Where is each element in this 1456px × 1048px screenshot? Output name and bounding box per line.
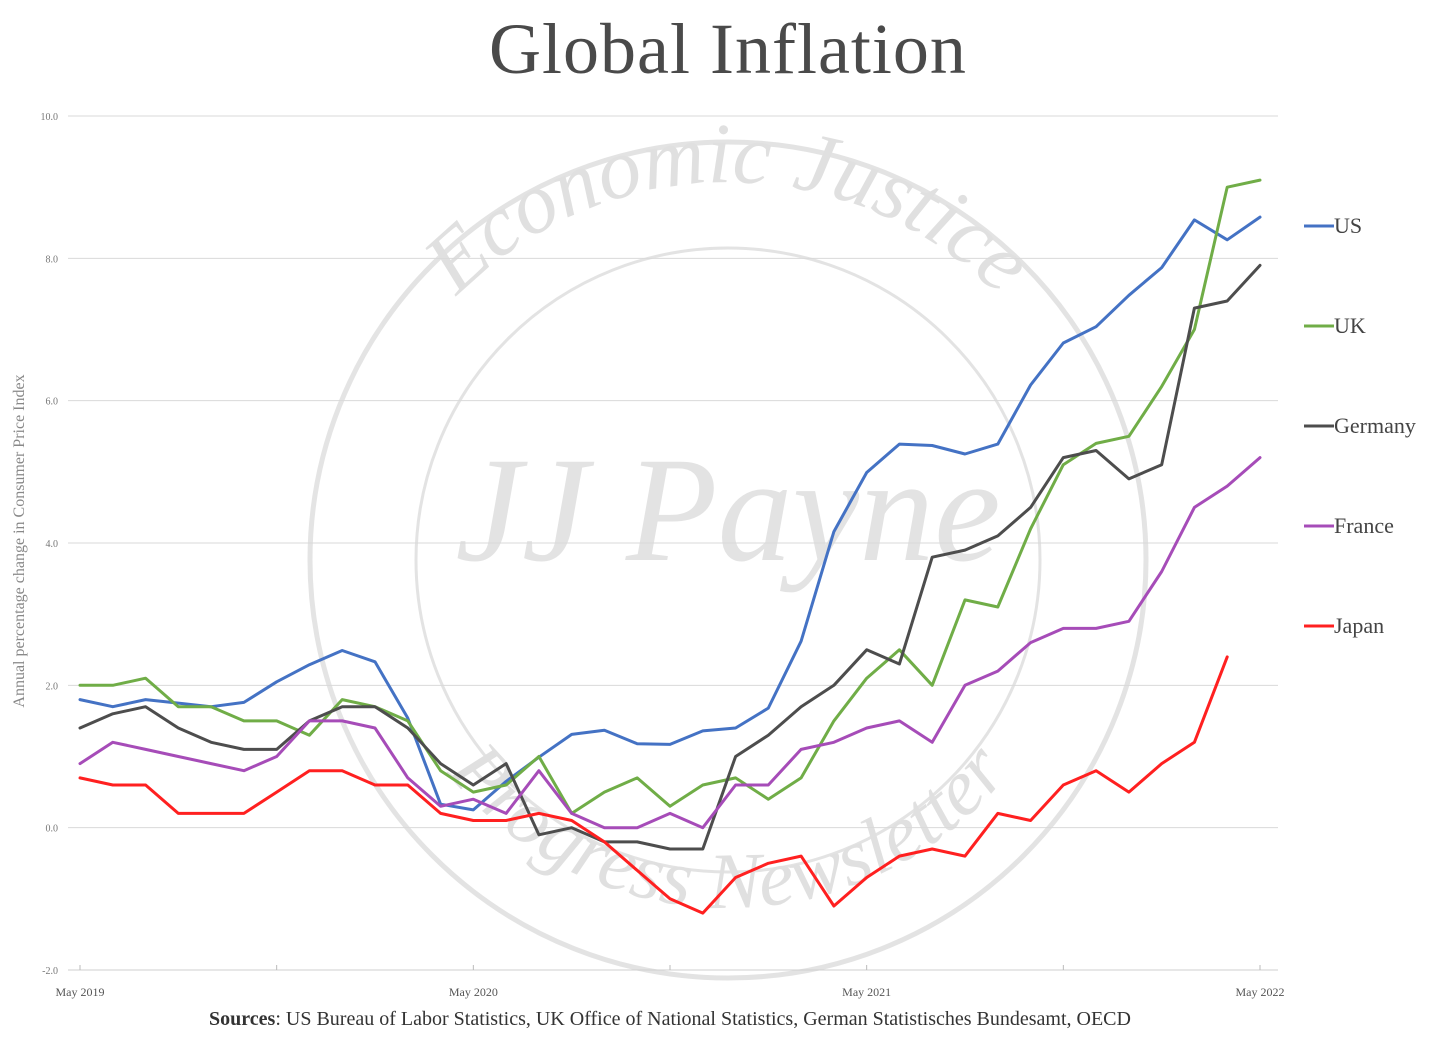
legend: US UK Germany France Japan [1304, 213, 1416, 638]
legend-label-germany: Germany [1334, 413, 1416, 438]
series-line-us [78, 215, 1262, 812]
y-tick-label: 10.0 [41, 112, 59, 123]
series-line-japan [78, 655, 1229, 915]
y-tick-label: 2.0 [46, 681, 59, 692]
legend-label-us: US [1334, 213, 1362, 238]
legend-label-uk: UK [1334, 313, 1366, 338]
y-axis-ticks: -2.0 0.0 2.0 4.0 6.0 8.0 10.0 [41, 112, 59, 977]
legend-label-france: France [1334, 513, 1394, 538]
x-tick-label: May 2020 [449, 985, 498, 999]
watermark-inner-ring [414, 246, 1042, 874]
sources-note: Sources: US Bureau of Labor Statistics, … [0, 1008, 1340, 1031]
y-tick-label: -2.0 [42, 966, 58, 977]
watermark-signature: JJ Payne [455, 427, 1000, 593]
x-tick-label: May 2022 [1236, 985, 1285, 999]
chart-title: Global Inflation [489, 9, 967, 89]
watermark-seal: Economic Justice Progress Newsletter JJ Pa… [307, 105, 1149, 981]
y-tick-label: 6.0 [46, 397, 59, 408]
x-tick-label: May 2019 [56, 985, 105, 999]
sources-text: : US Bureau of Labor Statistics, UK Offi… [275, 1008, 1131, 1030]
x-tick-label: May 2021 [842, 985, 891, 999]
series-line-uk [78, 178, 1262, 815]
series-line-germany [78, 263, 1262, 851]
watermark-arc-top-text: Economic Justice [404, 105, 1052, 312]
series-line-france [78, 456, 1262, 830]
x-axis: May 2019 May 2020 May 2021 May 2022 [56, 965, 1285, 999]
y-tick-label: 4.0 [46, 539, 59, 550]
y-tick-label: 8.0 [46, 254, 59, 265]
sources-label: Sources [209, 1008, 276, 1030]
y-axis-label: Annual percentage change in Consumer Pri… [11, 374, 28, 707]
legend-label-japan: Japan [1334, 613, 1384, 638]
watermark-outer-ring [307, 139, 1149, 981]
y-tick-label: 0.0 [46, 824, 59, 835]
watermark-arc-bottom-text: Progress Newsletter [432, 725, 1023, 926]
series-lines [78, 178, 1262, 915]
